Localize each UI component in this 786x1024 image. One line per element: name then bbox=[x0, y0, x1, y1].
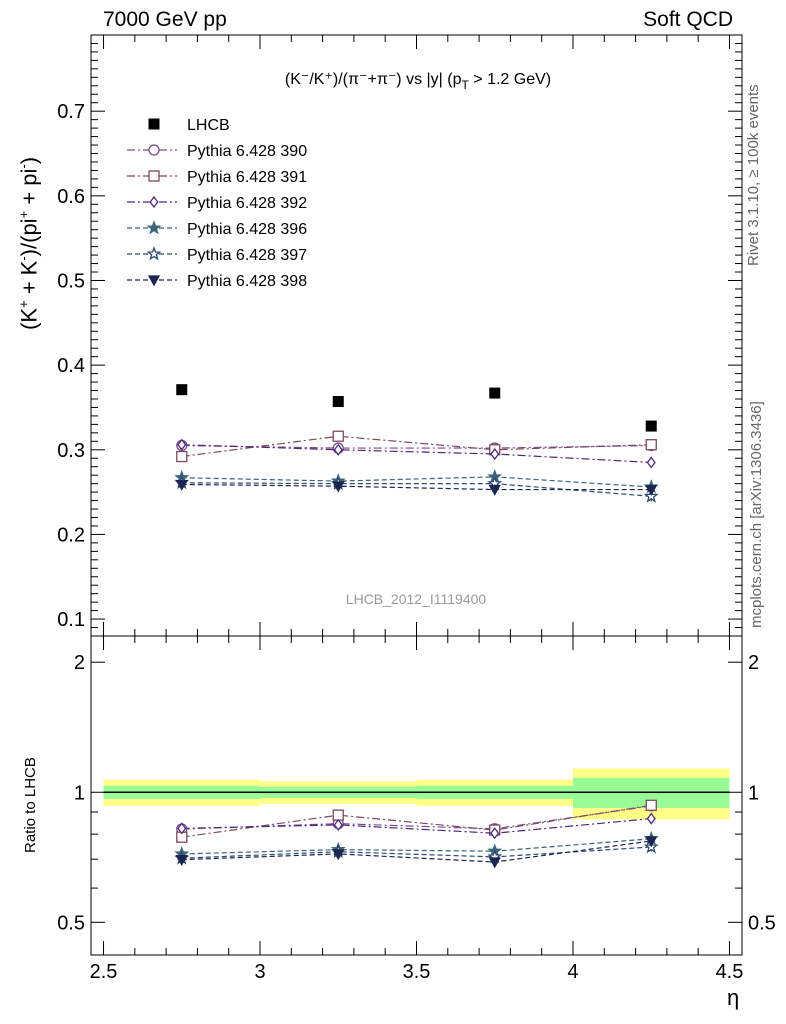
ratio-point-5 bbox=[488, 857, 501, 869]
series-point-1 bbox=[645, 439, 657, 451]
y-tick-label: 0.1 bbox=[57, 609, 85, 631]
legend-entry-data: LHCB bbox=[148, 117, 230, 134]
series-point-5 bbox=[175, 479, 188, 491]
series-point-5 bbox=[332, 481, 345, 493]
ratio-point-1 bbox=[332, 809, 344, 821]
ratio-tick-label-right: 2 bbox=[748, 652, 759, 674]
ratio-point-2 bbox=[333, 818, 343, 831]
legend-entry-0: Pythia 6.428 390 bbox=[127, 143, 307, 160]
x-tick-label: 3 bbox=[254, 961, 265, 983]
legend-marker bbox=[149, 195, 159, 209]
legend-entry-2: Pythia 6.428 392 bbox=[127, 195, 307, 212]
legend-label: Pythia 6.428 396 bbox=[187, 221, 307, 238]
series-line-1 bbox=[181, 435, 652, 458]
legend-label: Pythia 6.428 390 bbox=[187, 143, 307, 160]
ratio-line-5 bbox=[181, 840, 652, 863]
legend-marker bbox=[147, 275, 161, 287]
legend-label: Pythia 6.428 392 bbox=[187, 195, 307, 212]
series-point-2 bbox=[646, 456, 656, 469]
series-point-5 bbox=[488, 484, 501, 496]
legend-marker bbox=[146, 246, 162, 261]
ratio-tick-label-left: 2 bbox=[74, 652, 85, 674]
analysis-label: LHCB_2012_I1119400 bbox=[346, 591, 487, 607]
legend-label: LHCB bbox=[187, 117, 230, 134]
ratio-point-1 bbox=[645, 799, 657, 811]
ratio-point-5 bbox=[332, 849, 345, 861]
series-point-5 bbox=[645, 484, 658, 496]
y-tick-label: 0.5 bbox=[57, 270, 85, 292]
y-tick-label: 0.6 bbox=[57, 186, 85, 208]
series-line-0 bbox=[181, 444, 652, 449]
legend-marker bbox=[148, 144, 160, 156]
ratio-tick-label-right: 0.5 bbox=[748, 912, 776, 934]
series-line-3 bbox=[181, 476, 652, 488]
ratio-point-2 bbox=[490, 827, 500, 840]
legend-entry-3: Pythia 6.428 396 bbox=[127, 220, 307, 238]
y-tick-label: 0.3 bbox=[57, 440, 85, 462]
data-point bbox=[176, 384, 188, 396]
ratio-tick-label-left: 1 bbox=[74, 782, 85, 804]
series-point-2 bbox=[177, 438, 187, 451]
ratio-line-2 bbox=[181, 818, 652, 834]
y-tick-label: 0.2 bbox=[57, 524, 85, 546]
x-tick-label: 3.5 bbox=[403, 961, 431, 983]
data-point bbox=[489, 387, 501, 399]
ratio-point-2 bbox=[646, 812, 656, 825]
series-line-4 bbox=[181, 482, 652, 497]
series-point-2 bbox=[490, 447, 500, 461]
ratio-point-5 bbox=[645, 836, 658, 848]
data-point bbox=[332, 396, 344, 408]
legend-marker bbox=[146, 220, 162, 235]
ratio-line-3 bbox=[181, 838, 652, 855]
legend-entry-5: Pythia 6.428 398 bbox=[127, 273, 307, 290]
data-point bbox=[645, 420, 657, 432]
series-point-1 bbox=[332, 430, 344, 442]
chart-title: (K⁻/K⁺)/(π⁻+π⁻) vs |y| (pT > 1.2 GeV) bbox=[285, 71, 551, 92]
header-right: Soft QCD bbox=[643, 8, 733, 31]
series-point-1 bbox=[176, 450, 188, 463]
legend-label: Pythia 6.428 391 bbox=[187, 169, 307, 186]
ratio-line-4 bbox=[181, 846, 652, 859]
x-tick-label: 4 bbox=[567, 961, 578, 983]
series-point-2 bbox=[333, 443, 343, 456]
x-tick-label: 4.5 bbox=[716, 961, 744, 983]
legend-data-marker bbox=[148, 118, 160, 130]
ratio-tick-label-left: 0.5 bbox=[57, 912, 85, 934]
header-left: 7000 GeV pp bbox=[103, 8, 227, 31]
x-axis-label: η bbox=[727, 985, 740, 1010]
legend-entry-4: Pythia 6.428 397 bbox=[127, 246, 307, 264]
legend-marker bbox=[148, 170, 160, 182]
ratio-line-1 bbox=[181, 804, 652, 838]
legend-entry-1: Pythia 6.428 391 bbox=[127, 169, 307, 186]
legend-label: Pythia 6.428 398 bbox=[187, 273, 307, 290]
y-tick-label: 0.4 bbox=[57, 355, 85, 377]
x-tick-label: 2.5 bbox=[90, 961, 118, 983]
series-line-5 bbox=[181, 483, 652, 491]
ratio-tick-label-right: 1 bbox=[748, 782, 759, 804]
y-tick-label: 0.7 bbox=[57, 101, 85, 123]
ratio-point-2 bbox=[177, 822, 187, 835]
legend-label: Pythia 6.428 397 bbox=[187, 247, 307, 264]
series-line-2 bbox=[181, 444, 652, 464]
ratio-point-5 bbox=[175, 855, 188, 867]
